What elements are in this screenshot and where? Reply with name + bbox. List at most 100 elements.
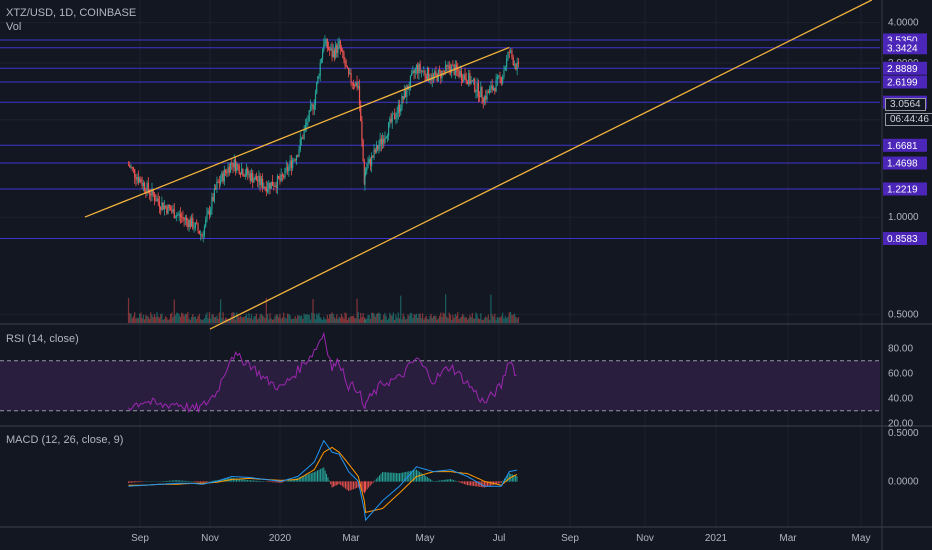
macd-histogram-bar — [258, 480, 260, 482]
candle-body — [188, 219, 190, 227]
volume-bar — [258, 318, 260, 323]
volume-bar — [127, 298, 130, 323]
macd-histogram-bar — [235, 478, 237, 482]
volume-bar — [325, 319, 327, 323]
macd-histogram-bar — [496, 481, 498, 485]
candle-body — [228, 166, 230, 173]
macd-histogram-bar — [174, 480, 176, 482]
macd-histogram-bar — [273, 481, 275, 483]
volume-bar — [130, 313, 132, 323]
candle-body — [398, 104, 401, 112]
macd-histogram-bar — [246, 479, 248, 482]
candle-body — [131, 167, 133, 168]
volume-bar — [492, 316, 495, 323]
volume-bar — [445, 294, 447, 323]
candle-body — [303, 129, 305, 139]
volume-bar — [281, 317, 284, 323]
volume-bar — [403, 316, 405, 323]
candle-body — [379, 138, 381, 146]
candle-body — [431, 74, 433, 81]
volume-bar — [142, 314, 144, 323]
macd-histogram-bar — [205, 481, 207, 483]
macd-histogram-bar — [448, 479, 450, 482]
volume-bar — [402, 313, 404, 323]
volume-bar — [205, 314, 207, 323]
macd-histogram-bar — [436, 480, 438, 482]
macd-histogram-bar — [442, 480, 444, 482]
volume-bar — [308, 314, 310, 323]
candle-body — [346, 66, 349, 68]
candle-body — [381, 139, 384, 145]
volume-bar — [397, 312, 399, 323]
macd-histogram-bar — [202, 481, 204, 483]
macd-histogram-bar — [130, 481, 132, 483]
volume-bar — [443, 313, 446, 323]
volume-bar — [438, 315, 441, 323]
macd-histogram-bar — [338, 481, 340, 484]
candle-body — [297, 155, 299, 157]
candle-body — [507, 52, 509, 59]
macd-histogram-bar — [243, 479, 245, 482]
macd-histogram-bar — [318, 469, 320, 482]
candle-body — [463, 74, 465, 82]
candle-body — [364, 170, 367, 175]
candle-body — [243, 175, 245, 177]
candle-body — [264, 186, 266, 188]
candle-body — [317, 76, 319, 83]
volume-bar — [155, 317, 157, 323]
candle-body — [344, 60, 346, 66]
candle-body — [265, 187, 267, 192]
macd-histogram-bar — [242, 479, 244, 482]
volume-bar — [244, 315, 246, 323]
level-badge — [883, 138, 927, 152]
candle-body — [289, 160, 291, 167]
candle-body — [262, 178, 264, 189]
candle-body — [500, 77, 502, 84]
candle-body — [229, 162, 232, 173]
volume-bar — [202, 319, 204, 323]
macd-histogram-bar — [490, 481, 492, 486]
volume-bar — [143, 319, 146, 323]
candle-body — [414, 68, 416, 74]
candle-body — [210, 209, 212, 216]
time-tick-label: Nov — [201, 533, 219, 544]
volume-bar — [435, 315, 437, 323]
macd-histogram-bar — [375, 478, 377, 482]
candle-body — [285, 167, 287, 169]
macd-histogram-bar — [204, 481, 206, 483]
macd-histogram-bar — [135, 481, 137, 483]
macd-histogram-bar — [497, 481, 499, 484]
volume-bar — [380, 319, 382, 323]
candle-body — [434, 71, 436, 76]
volume-bar — [131, 318, 133, 323]
candle-body — [478, 96, 481, 98]
candle-body — [374, 149, 376, 153]
candle-body — [429, 79, 431, 81]
macd-histogram-bar — [165, 480, 167, 482]
macd-histogram-bar — [371, 481, 373, 485]
macd-histogram-bar — [405, 471, 407, 482]
candle-body — [266, 188, 269, 192]
volume-bar — [319, 317, 321, 323]
macd-histogram-bar — [411, 470, 413, 482]
candle-body — [136, 177, 138, 180]
candle-body — [290, 160, 292, 169]
candle-body — [250, 173, 253, 181]
macd-histogram-bar — [294, 478, 296, 482]
candle-body — [384, 137, 386, 143]
macd-line — [128, 439, 518, 522]
candle-body — [388, 122, 390, 136]
candle-body — [311, 104, 313, 107]
macd-histogram-bar — [429, 479, 431, 482]
level-badge-label: 1.2219 — [887, 184, 918, 195]
macd-histogram-bar — [270, 481, 272, 483]
volume-bar — [139, 313, 141, 323]
macd-histogram-bar — [234, 478, 236, 482]
volume-bar — [430, 313, 432, 323]
volume-bar — [339, 317, 341, 323]
candle-body — [401, 96, 403, 109]
volume-bar — [381, 319, 384, 323]
candle-body — [356, 82, 358, 88]
volume-bar — [364, 319, 366, 323]
